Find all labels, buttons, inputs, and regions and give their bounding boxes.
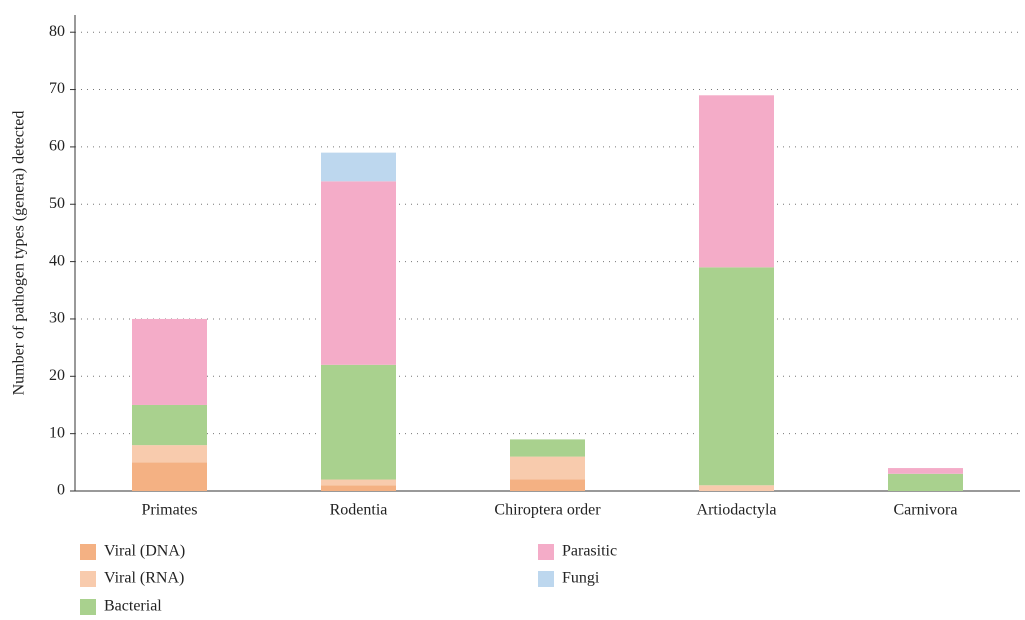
y-tick-label: 30 <box>49 310 65 327</box>
x-tick-label: Primates <box>142 502 198 519</box>
x-tick-label: Carnivora <box>894 502 958 519</box>
legend-label: Bacterial <box>104 598 162 615</box>
bar-segment <box>321 152 396 182</box>
legend-label: Fungi <box>562 570 600 587</box>
x-tick-label: Artiodactyla <box>697 502 777 519</box>
legend-swatch <box>538 571 554 587</box>
legend-label: Viral (DNA) <box>104 543 185 560</box>
y-tick-label: 80 <box>49 23 65 40</box>
legend-swatch <box>80 544 96 560</box>
y-tick-label: 50 <box>49 195 65 212</box>
bar-segment <box>510 439 585 457</box>
bar-segment <box>321 181 396 365</box>
y-tick-label: 10 <box>49 424 65 441</box>
y-tick-label: 40 <box>49 252 65 269</box>
bar-segment <box>510 479 585 491</box>
legend-swatch <box>80 599 96 615</box>
bar-segment <box>888 473 963 491</box>
y-tick-label: 60 <box>49 138 65 155</box>
bar-segment <box>132 445 207 463</box>
bar-segment <box>699 485 774 491</box>
legend-label: Viral (RNA) <box>104 570 184 587</box>
bar-segment <box>699 267 774 486</box>
bar-segment <box>510 456 585 480</box>
x-tick-label: Rodentia <box>330 502 388 519</box>
bar-segment <box>132 462 207 491</box>
bar-segment <box>699 95 774 268</box>
bar-segment <box>321 479 396 486</box>
legend-swatch <box>80 571 96 587</box>
legend-swatch <box>538 544 554 560</box>
legend-label: Parasitic <box>562 543 617 560</box>
x-tick-label: Chiroptera order <box>494 502 601 519</box>
bar-segment <box>321 364 396 480</box>
y-tick-label: 0 <box>57 482 65 499</box>
bar-segment <box>132 404 207 446</box>
bar-segment <box>132 318 207 405</box>
y-axis-label: Number of pathogen types (genera) detect… <box>11 111 28 396</box>
bar-segment <box>321 485 396 491</box>
y-tick-label: 70 <box>49 80 65 97</box>
y-tick-label: 20 <box>49 367 65 384</box>
bar-segment <box>888 468 963 474</box>
